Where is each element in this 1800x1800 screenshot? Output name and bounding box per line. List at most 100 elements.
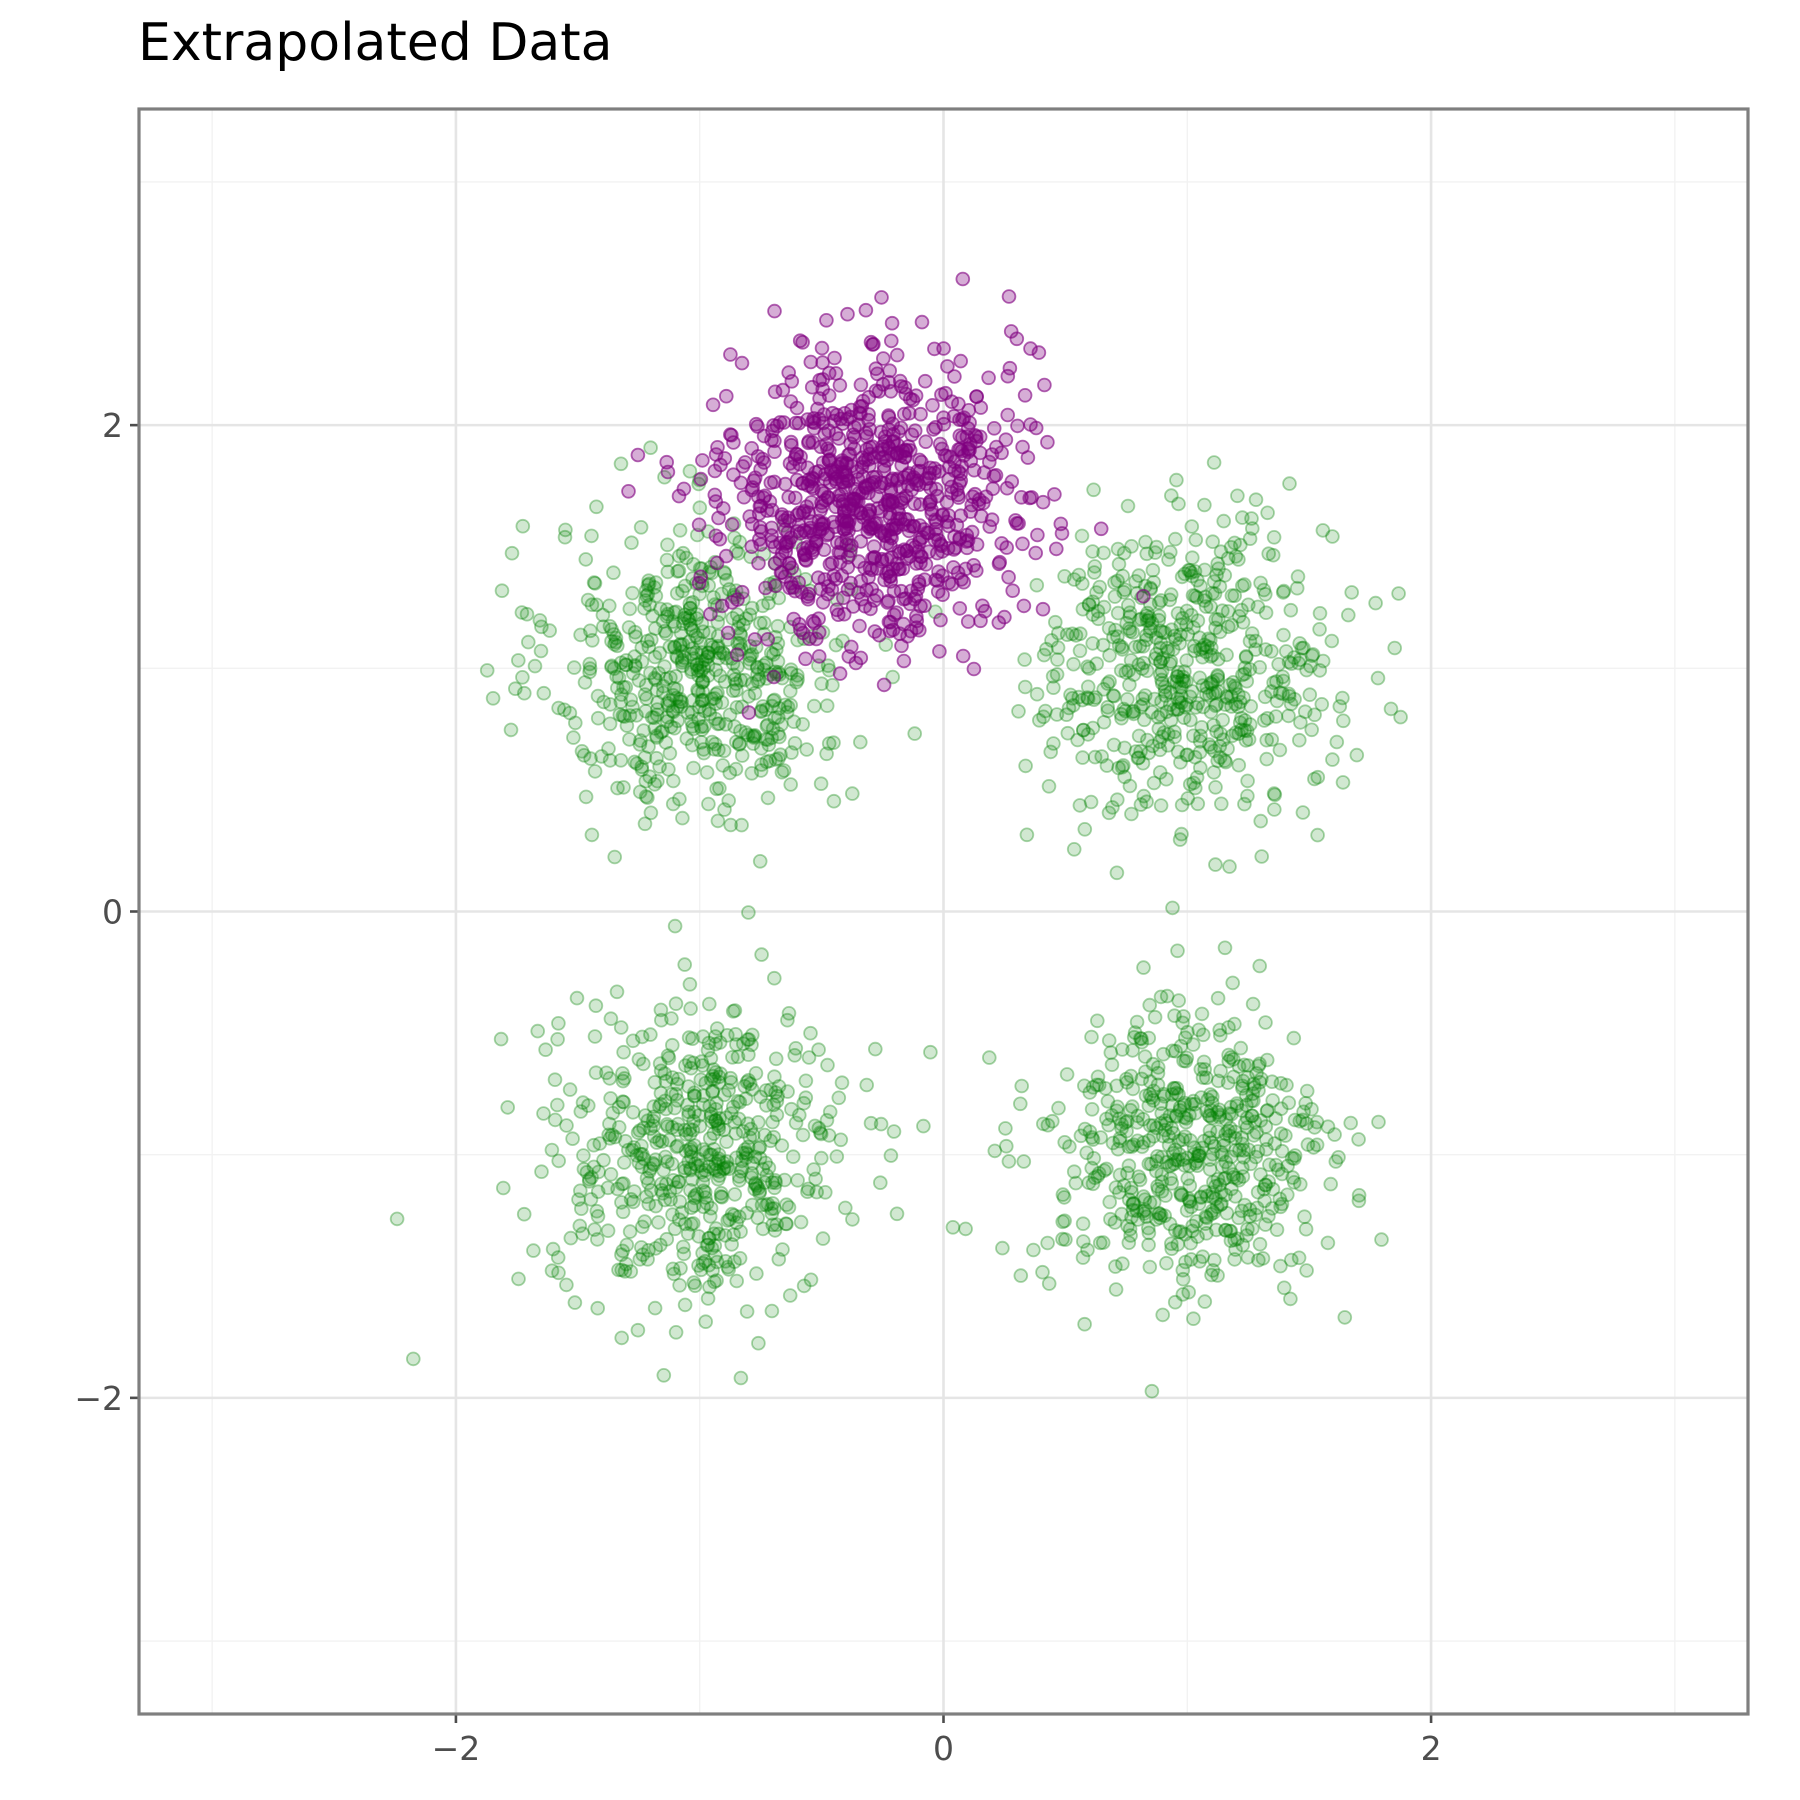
scatter-point xyxy=(705,1083,720,1099)
scatter-point xyxy=(576,747,592,763)
scatter-point xyxy=(668,1180,684,1195)
scatter-point xyxy=(1299,1116,1314,1131)
scatter-point xyxy=(683,1217,699,1232)
scatter-point xyxy=(698,1314,713,1329)
scatter-point xyxy=(602,716,618,732)
scatter-point xyxy=(1191,1145,1207,1161)
scatter-point xyxy=(1123,1228,1138,1243)
scatter-point xyxy=(741,689,756,704)
scatter-point xyxy=(729,607,745,622)
scatter-point xyxy=(1085,1080,1101,1095)
scatter-point xyxy=(1161,1129,1177,1144)
scatter-point xyxy=(1220,551,1236,566)
scatter-point xyxy=(667,1100,682,1116)
scatter-point xyxy=(1138,1064,1153,1079)
scatter-point xyxy=(852,405,867,421)
scatter-point xyxy=(766,669,782,685)
scatter-point xyxy=(1154,1174,1170,1190)
scatter-point xyxy=(756,662,772,678)
scatter-point xyxy=(604,1127,620,1143)
scatter-point xyxy=(767,474,782,490)
scatter-point xyxy=(783,697,798,713)
scatter-point xyxy=(1112,1167,1128,1183)
scatter-point xyxy=(1210,669,1225,684)
scatter-point xyxy=(753,741,769,756)
scatter-point xyxy=(583,751,598,766)
scatter-point xyxy=(617,1264,633,1279)
scatter-point xyxy=(1254,849,1269,864)
scatter-point xyxy=(660,537,675,553)
scatter-point xyxy=(1024,490,1039,505)
scatter-point xyxy=(1208,779,1223,795)
scatter-point xyxy=(1248,642,1263,657)
scatter-point xyxy=(1187,588,1203,604)
scatter-point xyxy=(1100,676,1115,691)
scatter-point xyxy=(1258,586,1273,602)
scatter-point xyxy=(696,692,711,708)
scatter-point xyxy=(1286,1175,1302,1190)
scatter-point xyxy=(1159,704,1174,720)
scatter-point xyxy=(704,1240,720,1256)
scatter-point xyxy=(720,1213,735,1228)
scatter-point xyxy=(659,609,675,624)
scatter-point xyxy=(1103,1211,1118,1227)
scatter-point xyxy=(1203,739,1219,755)
scatter-point xyxy=(1167,1294,1183,1310)
scatter-point xyxy=(791,1107,807,1123)
scatter-point xyxy=(1295,805,1311,820)
scatter-point xyxy=(1239,1120,1255,1135)
scatter-point xyxy=(1163,684,1178,700)
scatter-point xyxy=(711,1226,726,1242)
scatter-point xyxy=(646,1099,662,1114)
scatter-point xyxy=(700,645,716,660)
scatter-point xyxy=(687,1156,703,1172)
scatter-point xyxy=(1046,736,1061,751)
scatter-point xyxy=(741,1047,756,1062)
scatter-point xyxy=(1228,680,1243,696)
scatter-point xyxy=(685,718,700,734)
scatter-point xyxy=(1276,673,1291,689)
scatter-point xyxy=(782,683,798,699)
scatter-point xyxy=(1240,1250,1256,1265)
scatter-point xyxy=(757,1127,773,1143)
scatter-point xyxy=(789,668,805,683)
scatter-point xyxy=(1138,1088,1154,1103)
scatter-point xyxy=(1210,651,1226,667)
scatter-point xyxy=(577,675,593,690)
scatter-point xyxy=(819,746,834,762)
scatter-point xyxy=(1176,1110,1192,1125)
scatter-point xyxy=(844,786,860,801)
scatter-point xyxy=(711,742,726,758)
scatter-point xyxy=(684,705,700,720)
scatter-point xyxy=(695,673,710,689)
scatter-point xyxy=(1186,1311,1201,1326)
scatter-point xyxy=(1224,1181,1239,1197)
scatter-point xyxy=(1175,1152,1191,1167)
scatter-point xyxy=(1149,539,1164,555)
scatter-point xyxy=(765,1217,780,1233)
scatter-point xyxy=(1203,599,1218,615)
scatter-point xyxy=(643,1183,659,1198)
scatter-point xyxy=(1152,640,1168,656)
scatter-point xyxy=(1186,1140,1202,1155)
scatter-point xyxy=(1374,1232,1389,1247)
scatter-point xyxy=(685,594,701,610)
scatter-point xyxy=(674,694,689,710)
scatter-point xyxy=(1176,674,1192,689)
scatter-point xyxy=(706,1274,722,1290)
scatter-point xyxy=(702,625,717,641)
scatter-point xyxy=(1013,1268,1029,1283)
scatter-point xyxy=(1099,1161,1114,1177)
scatter-point xyxy=(1115,642,1130,657)
scatter-point xyxy=(710,1171,726,1187)
scatter-point xyxy=(761,1160,777,1176)
scatter-point xyxy=(958,1221,973,1237)
scatter-point xyxy=(1151,1181,1166,1197)
scatter-point xyxy=(1292,1113,1308,1129)
scatter-point xyxy=(723,347,738,362)
scatter-point xyxy=(1232,1142,1247,1158)
scatter-point xyxy=(1218,1126,1233,1142)
scatter-point xyxy=(1213,1063,1228,1079)
scatter-point xyxy=(643,805,659,821)
scatter-point xyxy=(691,1151,706,1167)
